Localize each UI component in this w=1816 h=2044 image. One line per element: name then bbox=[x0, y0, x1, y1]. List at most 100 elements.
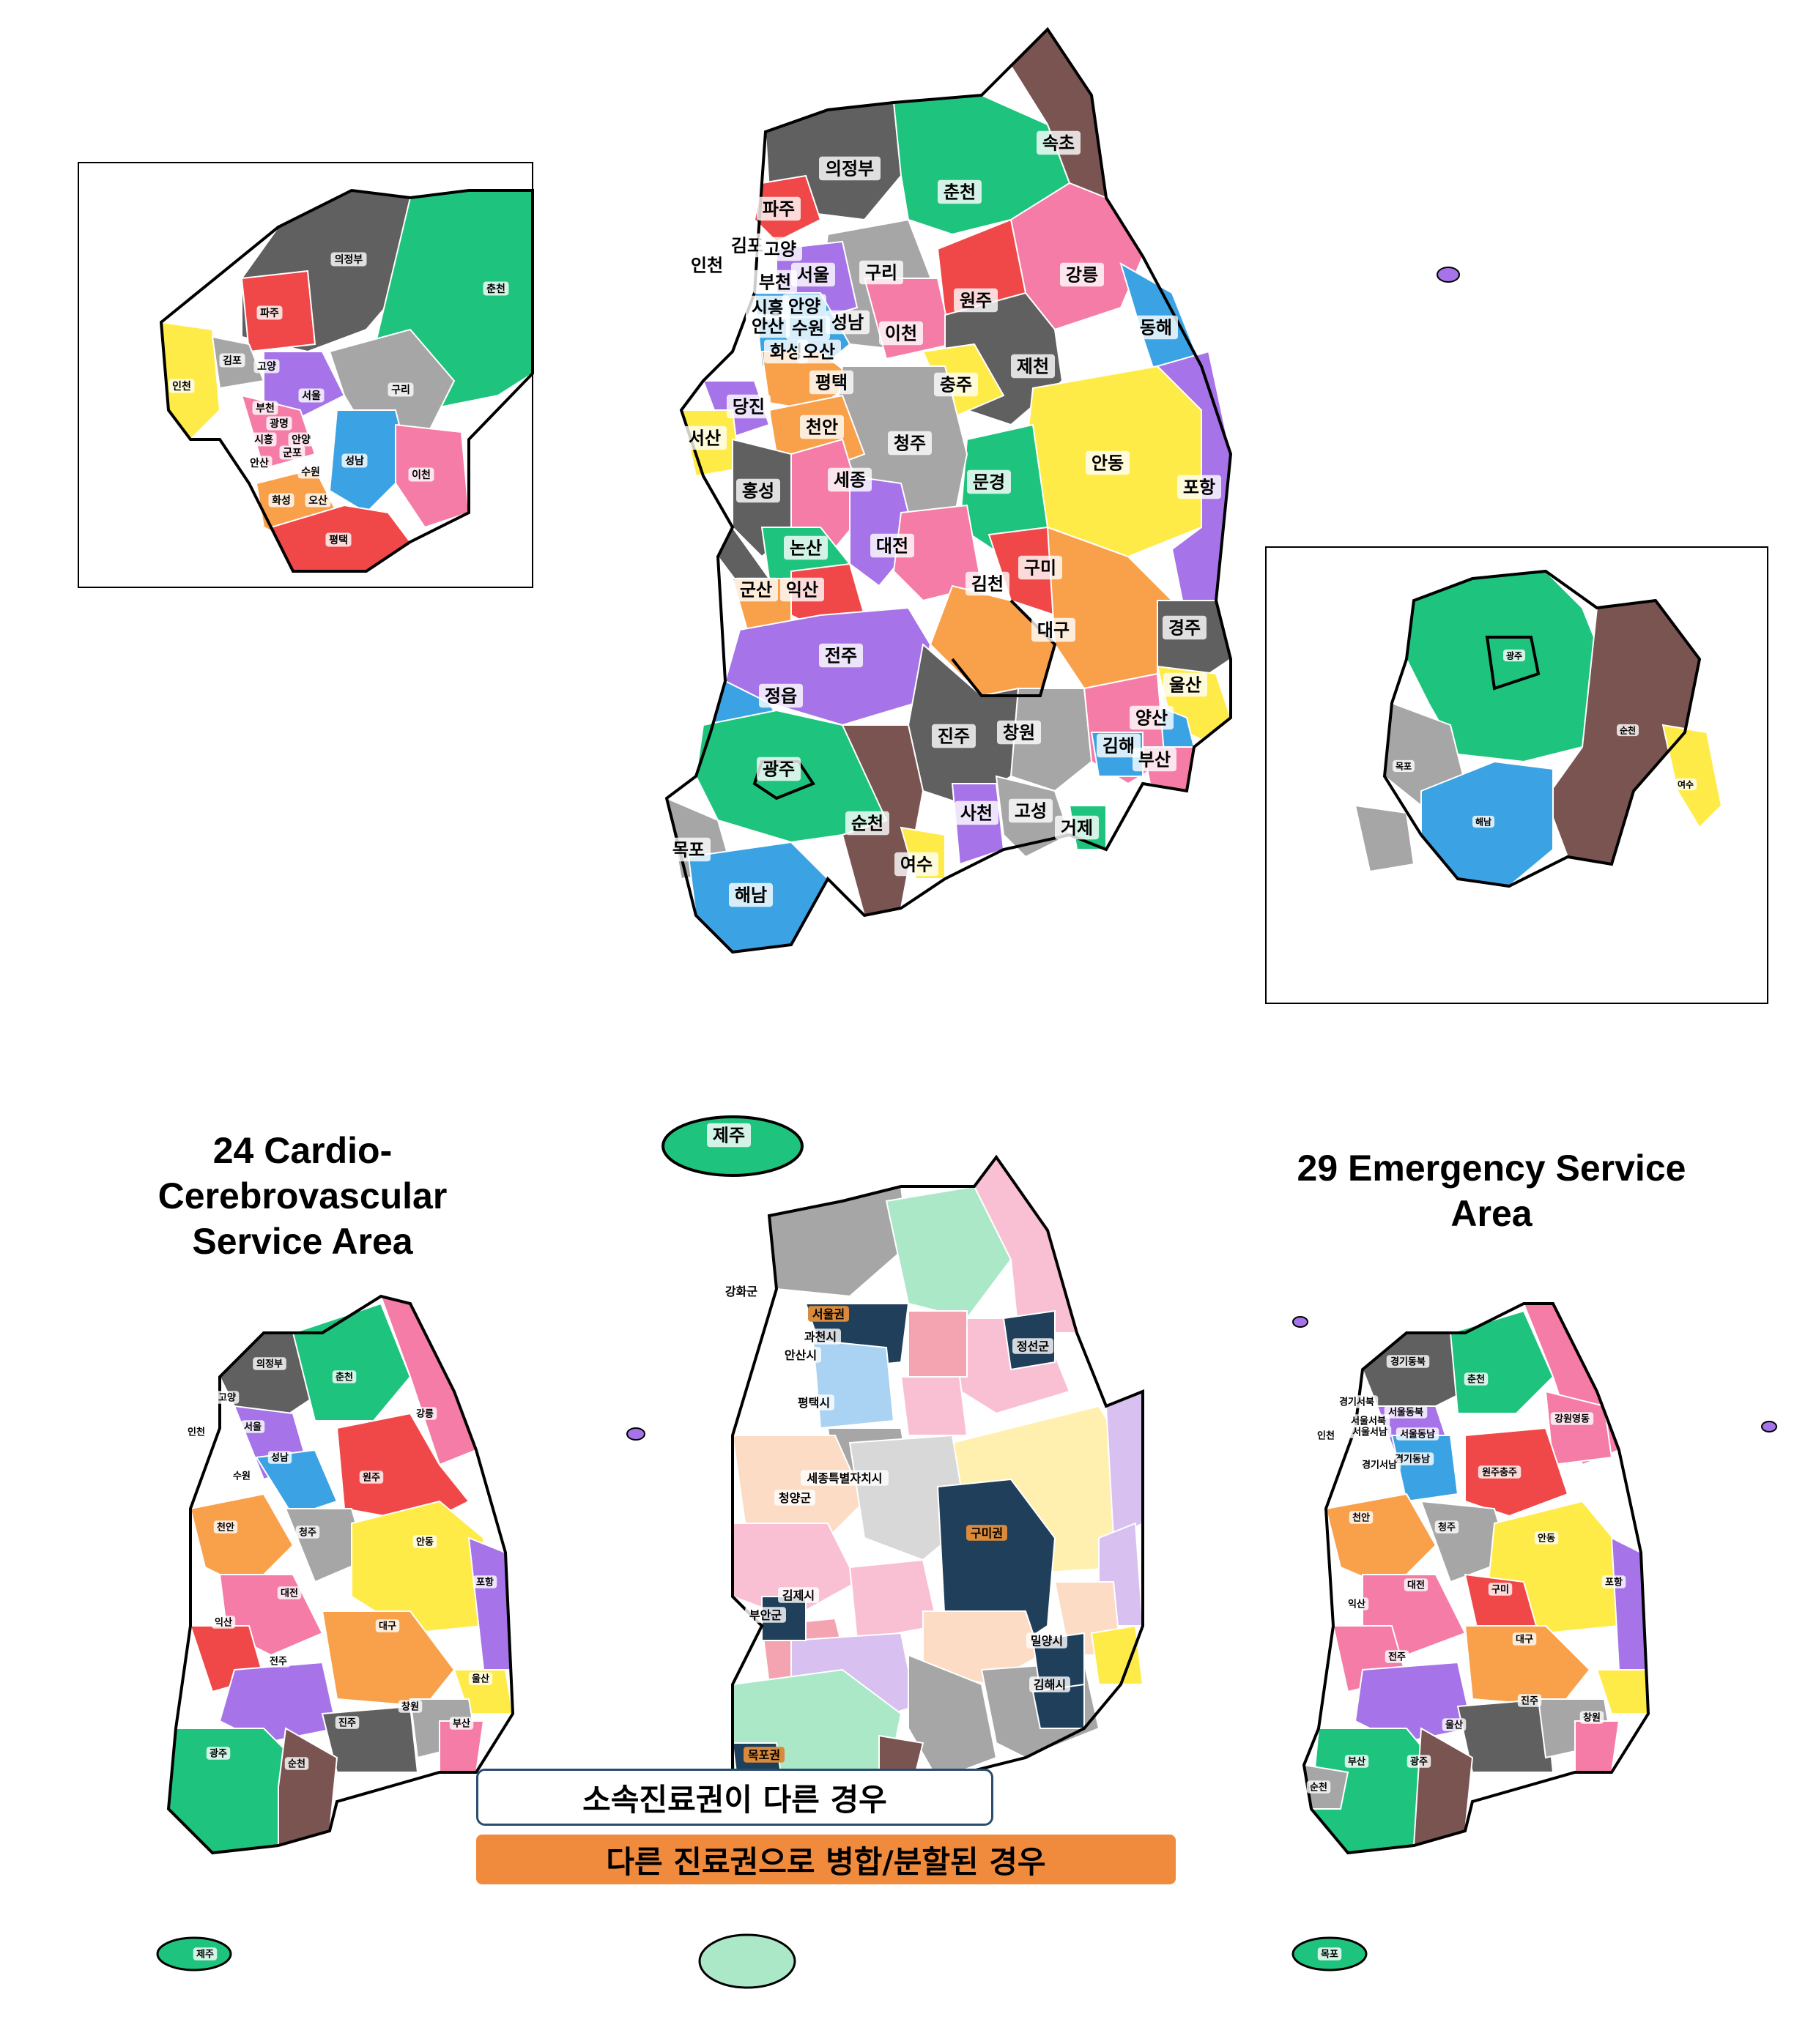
label-box bbox=[1346, 1414, 1390, 1427]
label-box bbox=[193, 1947, 218, 1961]
region-label: 군산 bbox=[740, 580, 772, 601]
region-label: 이천 bbox=[885, 324, 917, 344]
label-box bbox=[1344, 1755, 1369, 1768]
label-box bbox=[782, 294, 826, 319]
region-label: 해남 bbox=[1475, 816, 1491, 827]
label-box bbox=[412, 1535, 437, 1548]
region-label: 문경 bbox=[973, 472, 1005, 493]
label-box bbox=[1086, 450, 1130, 475]
inset-southwest bbox=[1265, 546, 1768, 1004]
region-label: 목포 bbox=[1396, 761, 1412, 771]
label-box bbox=[954, 288, 998, 313]
region-label: 의정부 bbox=[335, 253, 363, 266]
label-box bbox=[219, 353, 245, 368]
label-box bbox=[1097, 733, 1141, 758]
region-label: 경기동남 bbox=[1395, 1454, 1430, 1465]
region-label: 서울권 bbox=[812, 1307, 845, 1321]
region-label: 이천 bbox=[412, 469, 431, 481]
region-label: 세종 bbox=[834, 470, 866, 491]
region-label: 안동 bbox=[1538, 1533, 1555, 1545]
label-box bbox=[734, 577, 778, 602]
label-box bbox=[1009, 798, 1053, 823]
label-box bbox=[1012, 1338, 1053, 1354]
label-box bbox=[1335, 1395, 1379, 1408]
label-box bbox=[727, 394, 771, 419]
region-label: 화성 bbox=[770, 342, 802, 363]
region-label: 강원영동 bbox=[1554, 1413, 1590, 1425]
label-box bbox=[251, 432, 277, 447]
label-box bbox=[808, 1306, 849, 1322]
region-label: 여수 bbox=[1678, 778, 1694, 789]
label-box bbox=[1434, 1520, 1459, 1534]
label-box bbox=[859, 260, 903, 285]
region-label: 시흥 bbox=[254, 434, 273, 446]
region-label: 원주 bbox=[960, 291, 992, 311]
region-label: 광명 bbox=[270, 417, 289, 430]
region-label: 순천 bbox=[288, 1759, 305, 1770]
legend-different-area: 소속진료권이 다른 경우 bbox=[476, 1769, 993, 1826]
label-box bbox=[267, 1451, 292, 1464]
label-box bbox=[388, 382, 414, 397]
region-label: 청주 bbox=[894, 434, 926, 454]
region-label: 진주 bbox=[938, 726, 970, 747]
label-box bbox=[774, 1490, 815, 1506]
label-box bbox=[1357, 1458, 1401, 1471]
label-box bbox=[966, 571, 1009, 596]
region-label: 춘천 bbox=[944, 182, 976, 203]
label-box bbox=[305, 493, 331, 508]
label-box bbox=[683, 425, 727, 450]
region-label: 군포 bbox=[283, 447, 302, 459]
label-box bbox=[685, 253, 729, 278]
region-label: 목포 bbox=[672, 840, 705, 861]
label-box bbox=[341, 453, 368, 468]
label-box bbox=[246, 456, 273, 470]
region-label: 부천 bbox=[256, 403, 275, 415]
region-label: 전주 bbox=[1388, 1651, 1406, 1663]
region-label: 인천 bbox=[172, 380, 191, 393]
region-label: 경기서남 bbox=[1362, 1460, 1397, 1471]
label-box bbox=[966, 1525, 1007, 1541]
region-label: 서울 bbox=[797, 265, 829, 286]
label-box bbox=[757, 196, 801, 221]
region-label: 정읍 bbox=[765, 686, 797, 707]
label-box bbox=[330, 252, 367, 267]
label-box bbox=[746, 295, 790, 320]
label-box bbox=[1011, 354, 1055, 379]
region-label: 구미권 bbox=[971, 1526, 1003, 1540]
label-box bbox=[828, 467, 872, 492]
label-box bbox=[667, 837, 711, 862]
label-box bbox=[1601, 1575, 1626, 1588]
label-box bbox=[408, 467, 434, 482]
label-box bbox=[472, 1575, 497, 1588]
region-label: 김해시 bbox=[1034, 1678, 1066, 1692]
label-box bbox=[359, 1471, 384, 1484]
label-box bbox=[1026, 1632, 1067, 1649]
region-label: 진주 bbox=[1521, 1695, 1538, 1707]
region-label: 파주 bbox=[260, 308, 279, 319]
label-box bbox=[1517, 1694, 1542, 1707]
region-label: 서울서북 bbox=[1351, 1416, 1386, 1427]
label-box bbox=[793, 1394, 834, 1411]
region-label: 대전 bbox=[1407, 1580, 1425, 1591]
label-box bbox=[1550, 1412, 1594, 1425]
region-label: 논산 bbox=[790, 538, 822, 559]
region-label: 익산 bbox=[215, 1617, 232, 1629]
region-label: 청주 bbox=[299, 1527, 316, 1539]
label-box bbox=[800, 1328, 841, 1345]
region-label: 제천 bbox=[1017, 357, 1049, 377]
left-title-line-1: 24 Cardio- bbox=[213, 1130, 393, 1171]
left-map bbox=[156, 1294, 515, 1971]
label-box bbox=[1060, 262, 1104, 287]
left-title-line-2: Cerebrovascular bbox=[158, 1175, 448, 1216]
label-box bbox=[780, 577, 824, 602]
region-label: 평택 bbox=[329, 534, 348, 546]
label-box bbox=[870, 533, 914, 558]
region-label: 고양 bbox=[257, 361, 276, 373]
region-label: 수원 bbox=[233, 1471, 251, 1482]
region-label: 부산 bbox=[453, 1718, 470, 1730]
region-label: 안산 bbox=[752, 316, 784, 337]
